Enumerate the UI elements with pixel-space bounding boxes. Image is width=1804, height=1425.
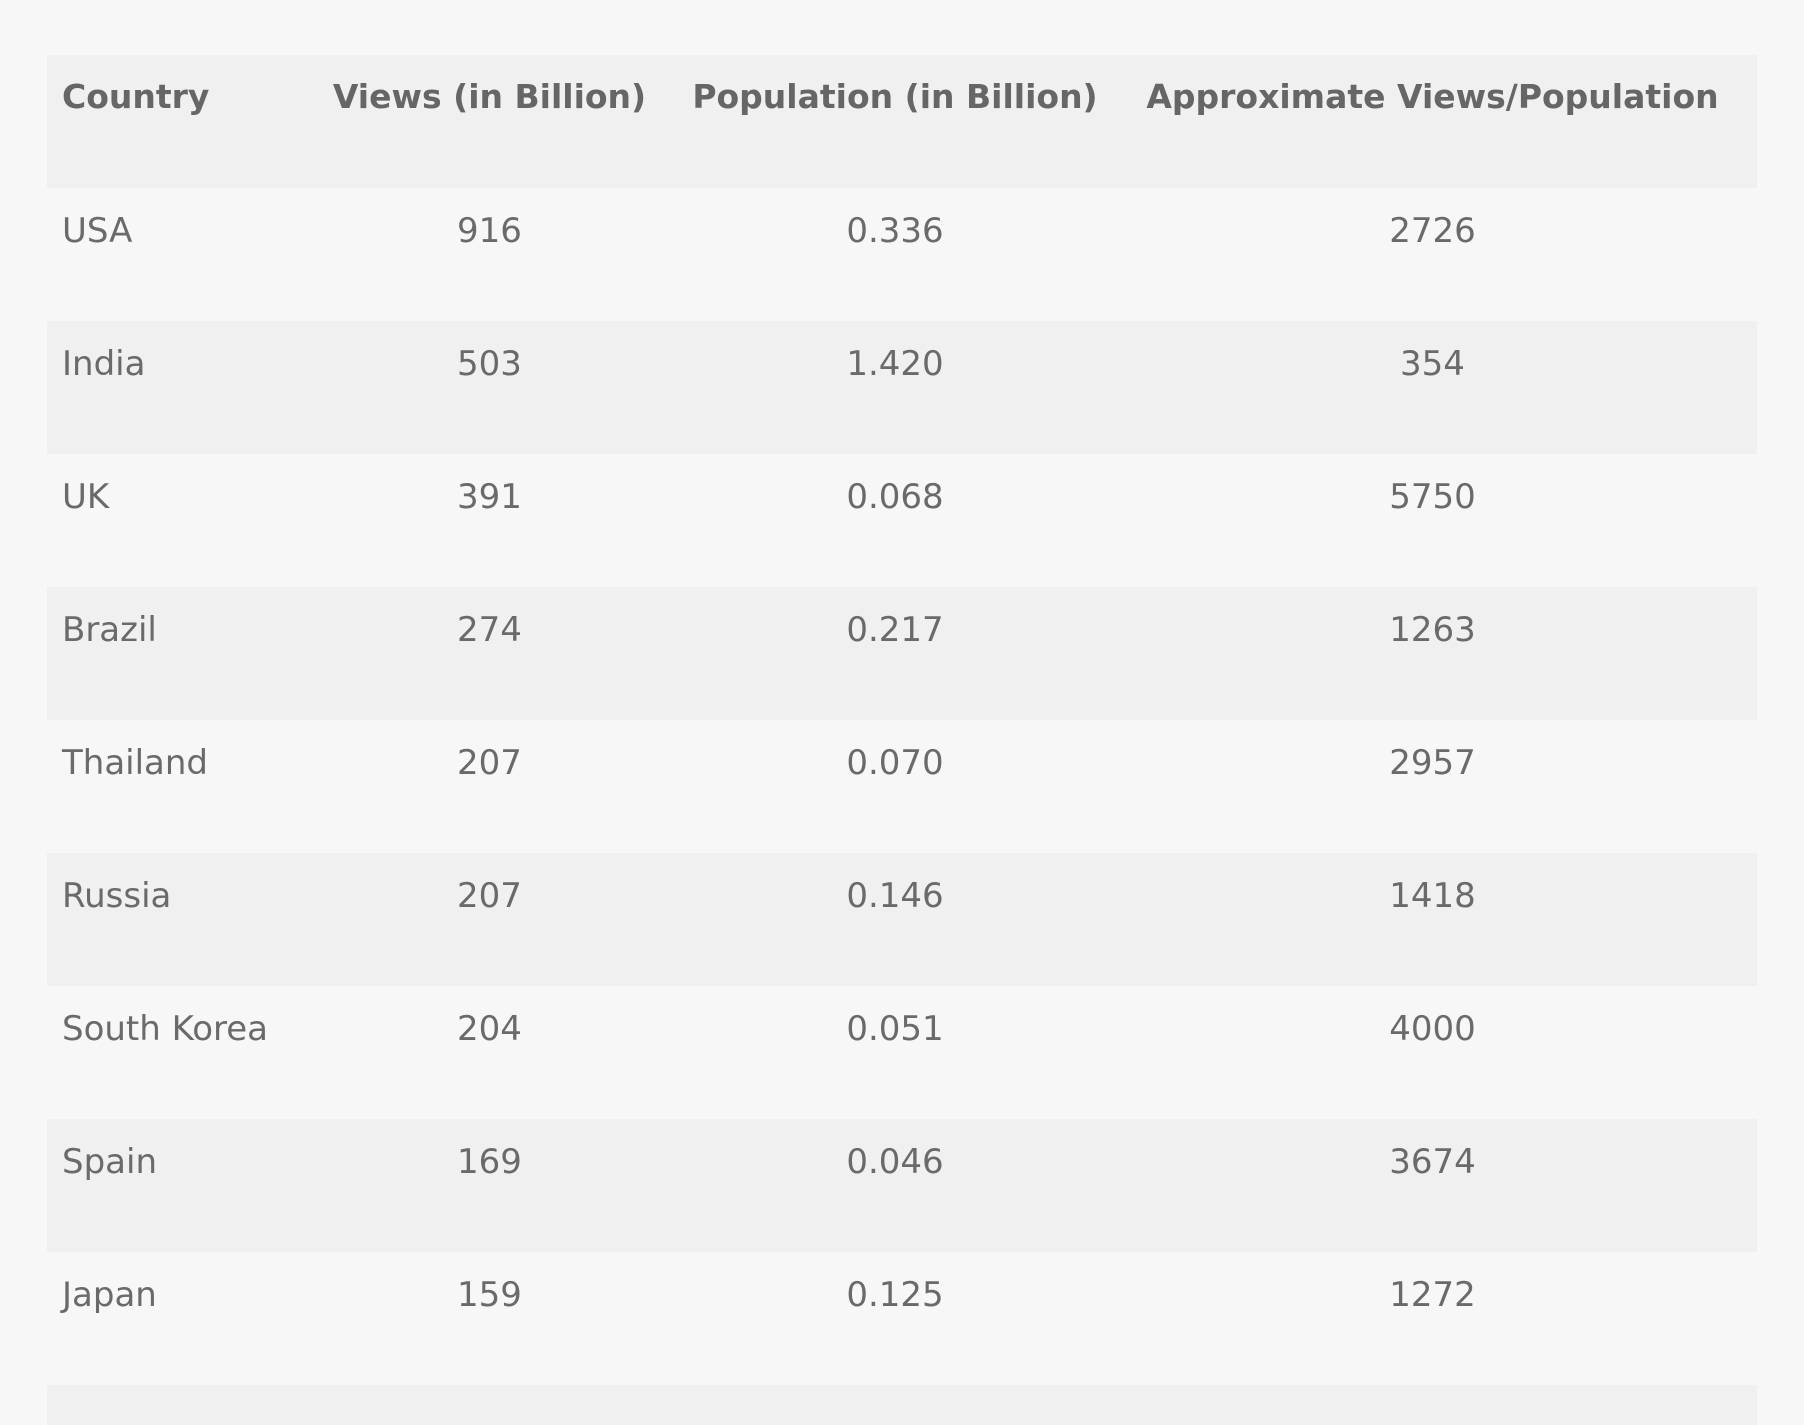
cell-population: 0.125 (682, 1252, 1108, 1385)
cell-ratio: 354 (1108, 321, 1757, 454)
cell-views: 207 (297, 720, 682, 853)
cell-ratio: 5750 (1108, 454, 1757, 587)
table-row: Japan 159 0.125 1272 (47, 1252, 1757, 1385)
table-row: Russia 207 0.146 1418 (47, 853, 1757, 986)
cell-views: 204 (297, 986, 682, 1119)
cell-country: Russia (47, 853, 297, 986)
table-row: Brazil 274 0.217 1263 (47, 587, 1757, 720)
table-row: Thailand 207 0.070 2957 (47, 720, 1757, 853)
cell-population: 0.068 (682, 454, 1108, 587)
cell-population: 0.070 (682, 720, 1108, 853)
cell-views: 159 (297, 1252, 682, 1385)
cell-ratio: 1272 (1108, 1252, 1757, 1385)
cell-ratio: 2726 (1108, 188, 1757, 321)
cell-country: Thailand (47, 720, 297, 853)
table-row: UK 391 0.068 5750 (47, 454, 1757, 587)
table-row: India 503 1.420 354 (47, 321, 1757, 454)
cell-population: 1.420 (682, 321, 1108, 454)
cell-views: 391 (297, 454, 682, 587)
data-table-container: Country Views (in Billion) Population (i… (47, 55, 1757, 1425)
cell-ratio: 1263 (1108, 587, 1757, 720)
header-population: Population (in Billion) (682, 55, 1108, 188)
cell-views: 503 (297, 321, 682, 454)
cell-population: 0.051 (682, 986, 1108, 1119)
cell-country: Japan (47, 1252, 297, 1385)
cell-population: 0.046 (682, 1119, 1108, 1252)
table-row: South Korea 204 0.051 4000 (47, 986, 1757, 1119)
cell-ratio: 1418 (1108, 853, 1757, 986)
cell-empty (1108, 1385, 1757, 1425)
cell-ratio: 4000 (1108, 986, 1757, 1119)
cell-country: India (47, 321, 297, 454)
header-views: Views (in Billion) (297, 55, 682, 188)
cell-population: 0.336 (682, 188, 1108, 321)
header-views-per-population: Approximate Views/Population (1108, 55, 1757, 188)
cell-views: 207 (297, 853, 682, 986)
table-row-cut-off (47, 1385, 1757, 1425)
cell-views: 274 (297, 587, 682, 720)
cell-country: USA (47, 188, 297, 321)
cell-population: 0.146 (682, 853, 1108, 986)
cell-country: Spain (47, 1119, 297, 1252)
cell-empty (682, 1385, 1108, 1425)
cell-country: UK (47, 454, 297, 587)
table-row: Spain 169 0.046 3674 (47, 1119, 1757, 1252)
cell-views: 169 (297, 1119, 682, 1252)
cell-country: Brazil (47, 587, 297, 720)
cell-empty (47, 1385, 297, 1425)
cell-ratio: 3674 (1108, 1119, 1757, 1252)
cell-country: South Korea (47, 986, 297, 1119)
table-row: USA 916 0.336 2726 (47, 188, 1757, 321)
table-header-row: Country Views (in Billion) Population (i… (47, 55, 1757, 188)
cell-views: 916 (297, 188, 682, 321)
cell-empty (297, 1385, 682, 1425)
cell-population: 0.217 (682, 587, 1108, 720)
cell-ratio: 2957 (1108, 720, 1757, 853)
views-population-table: Country Views (in Billion) Population (i… (47, 55, 1757, 1425)
header-country: Country (47, 55, 297, 188)
